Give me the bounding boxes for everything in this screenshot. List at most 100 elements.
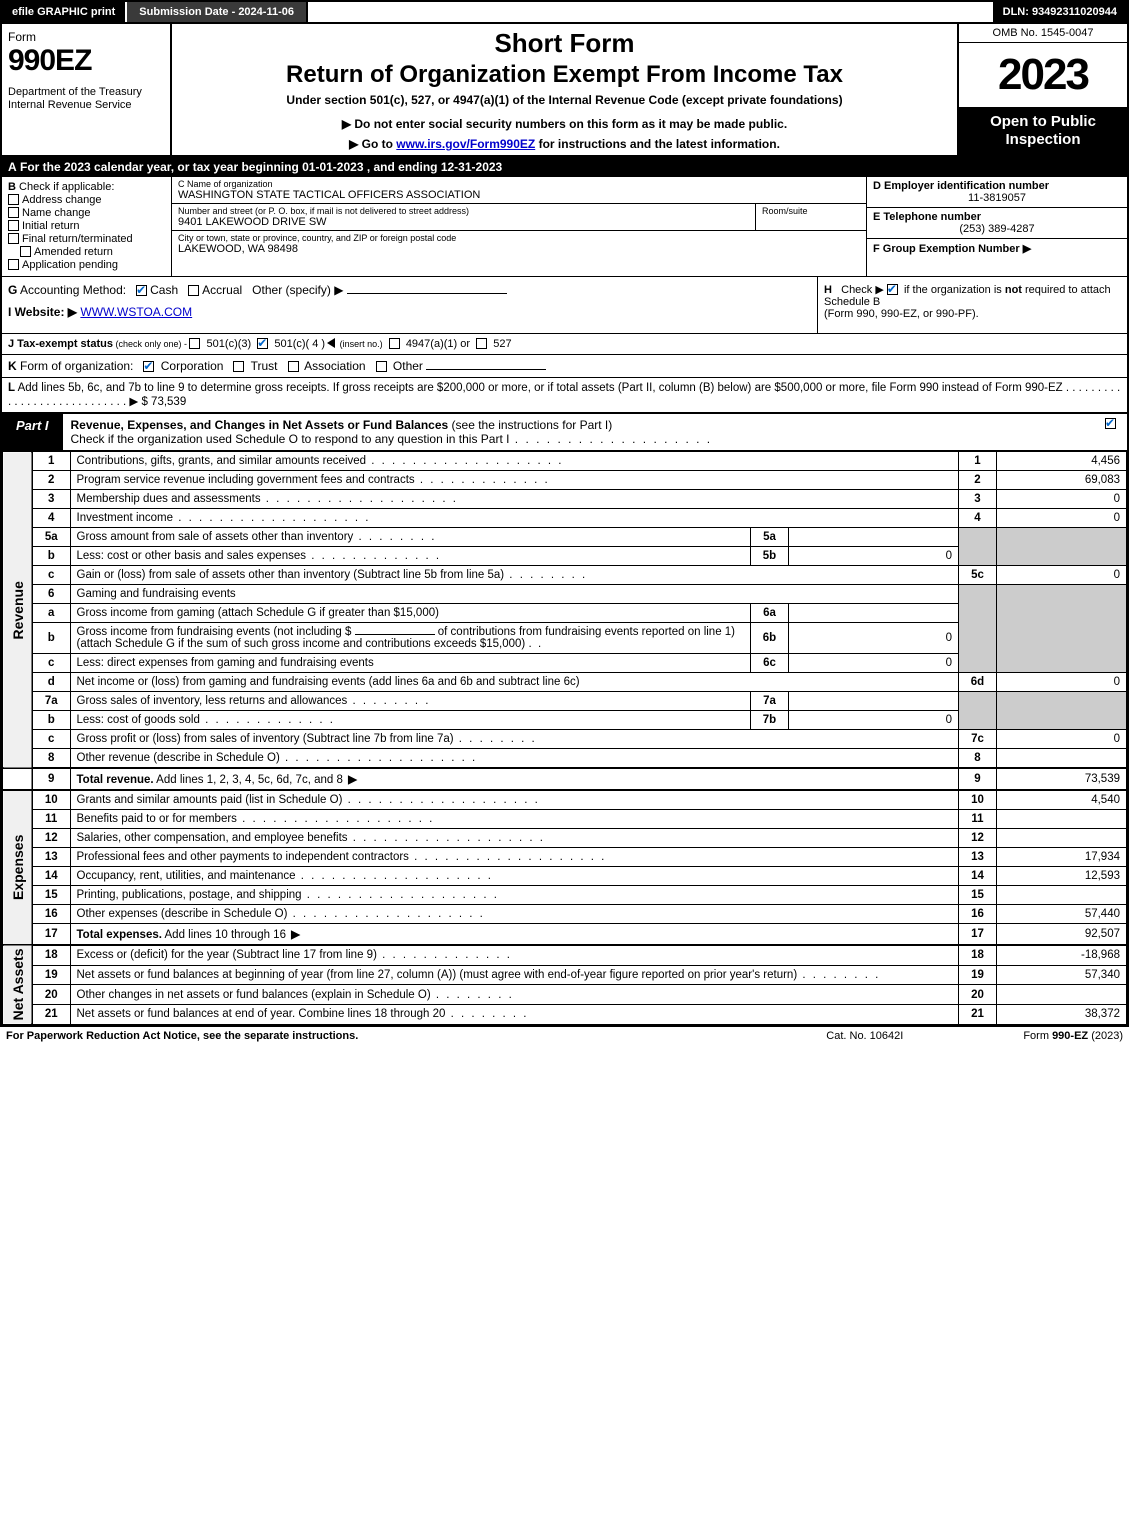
value-17: 92,507	[997, 924, 1127, 946]
form-page: efile GRAPHIC print Submission Date - 20…	[0, 0, 1129, 1027]
omb-number: OMB No. 1545-0047	[959, 24, 1127, 43]
cb-application-pending[interactable]: Application pending	[8, 259, 165, 271]
cb-initial-return[interactable]: Initial return	[8, 220, 165, 232]
6b-contrib-input[interactable]	[355, 634, 435, 635]
cb-address-change[interactable]: Address change	[8, 194, 165, 206]
cb-schedule-b[interactable]	[887, 284, 898, 295]
line-14: 14 Occupancy, rent, utilities, and maint…	[3, 867, 1127, 886]
part1-desc: Revenue, Expenses, and Changes in Net As…	[63, 414, 1097, 450]
header-left: Form 990EZ Department of the Treasury In…	[2, 24, 172, 155]
value-13: 17,934	[997, 848, 1127, 867]
cb-cash[interactable]	[136, 285, 147, 296]
line-20: 20 Other changes in net assets or fund b…	[3, 985, 1127, 1005]
part1-tab: Part I	[2, 414, 63, 450]
cb-4947[interactable]	[389, 338, 400, 349]
e-label: E Telephone number	[873, 211, 981, 223]
line-16: 16 Other expenses (describe in Schedule …	[3, 905, 1127, 924]
cb-name-change[interactable]: Name change	[8, 207, 165, 219]
d-cell: D Employer identification number 11-3819…	[867, 177, 1127, 208]
value-15	[997, 886, 1127, 905]
other-org-input[interactable]	[426, 369, 546, 370]
revenue-sidelabel: Revenue	[3, 452, 33, 769]
f-label: F Group Exemption Number ▶	[873, 243, 1031, 255]
value-8	[997, 749, 1127, 769]
form-number: 990EZ	[8, 44, 164, 78]
irs-link[interactable]: www.irs.gov/Form990EZ	[396, 137, 535, 151]
col-def: D Employer identification number 11-3819…	[867, 177, 1127, 276]
website-link[interactable]: WWW.WSTOA.COM	[80, 305, 192, 319]
c-room-cell: Room/suite	[756, 204, 866, 230]
cb-other-org[interactable]	[376, 361, 387, 372]
cb-corporation[interactable]	[143, 361, 154, 372]
cb-527[interactable]	[476, 338, 487, 349]
dept-label: Department of the Treasury Internal Reve…	[8, 86, 164, 112]
form-ref: Form 990-EZ (2023)	[1023, 1030, 1123, 1042]
line-9: 9 Total revenue. Add lines 1, 2, 3, 4, 5…	[3, 768, 1127, 790]
line-5b: b Less: cost or other basis and sales ex…	[3, 547, 1127, 566]
cb-accrual[interactable]	[188, 285, 199, 296]
insert-arrow-icon	[327, 338, 335, 348]
line-6: 6 Gaming and fundraising events	[3, 585, 1127, 604]
c-addr-cell: Number and street (or P. O. box, if mail…	[172, 204, 756, 230]
form-subtitle: Under section 501(c), 527, or 4947(a)(1)…	[180, 93, 949, 107]
row-k: K Form of organization: Corporation Trus…	[2, 355, 1127, 378]
value-1: 4,456	[997, 452, 1127, 471]
row-j: J Tax-exempt status (check only one) - 5…	[2, 334, 1127, 355]
line-7a: 7a Gross sales of inventory, less return…	[3, 692, 1127, 711]
tax-year: 2023	[959, 43, 1127, 107]
line-3: 3 Membership dues and assessments 3 0	[3, 490, 1127, 509]
netassets-sidelabel: Net Assets	[3, 945, 33, 1024]
cb-trust[interactable]	[233, 361, 244, 372]
line-2: 2 Program service revenue including gove…	[3, 471, 1127, 490]
cb-association[interactable]	[288, 361, 299, 372]
cb-amended-return[interactable]: Amended return	[20, 246, 165, 258]
paperwork-notice: For Paperwork Reduction Act Notice, see …	[6, 1030, 826, 1042]
line-6b: b Gross income from fundraising events (…	[3, 623, 1127, 654]
value-9: 73,539	[997, 768, 1127, 790]
other-method-input[interactable]	[347, 293, 507, 294]
row-ghi: G Accounting Method: Cash Accrual Other …	[2, 277, 1127, 334]
header-right: OMB No. 1545-0047 2023 Open to Public In…	[957, 24, 1127, 155]
value-19: 57,340	[997, 965, 1127, 985]
instructions-link-line: ▶ Go to www.irs.gov/Form990EZ for instru…	[180, 137, 949, 151]
cb-501c[interactable]	[257, 338, 268, 349]
value-6d: 0	[997, 673, 1127, 692]
line-17: 17 Total expenses. Add lines 10 through …	[3, 924, 1127, 946]
line-10: Expenses 10 Grants and similar amounts p…	[3, 790, 1127, 810]
submission-date: Submission Date - 2024-11-06	[127, 2, 308, 22]
line-18: Net Assets 18 Excess or (deficit) for th…	[3, 945, 1127, 965]
gross-receipts-value: 73,539	[151, 396, 186, 408]
value-6c: 0	[789, 654, 959, 673]
form-header: Form 990EZ Department of the Treasury In…	[2, 24, 1127, 157]
efile-print-button[interactable]: efile GRAPHIC print	[2, 2, 127, 22]
value-14: 12,593	[997, 867, 1127, 886]
value-11	[997, 810, 1127, 829]
col-c: C Name of organization WASHINGTON STATE …	[172, 177, 867, 276]
value-7a	[789, 692, 959, 711]
section-bcdef: B Check if applicable: Address change Na…	[2, 177, 1127, 277]
value-5c: 0	[997, 566, 1127, 585]
value-20	[997, 985, 1127, 1005]
line-5a: 5a Gross amount from sale of assets othe…	[3, 528, 1127, 547]
value-2: 69,083	[997, 471, 1127, 490]
cb-501c3[interactable]	[189, 338, 200, 349]
value-6b: 0	[789, 623, 959, 654]
value-7c: 0	[997, 730, 1127, 749]
part1-checkbox[interactable]	[1097, 414, 1127, 450]
topbar-spacer	[308, 2, 993, 22]
short-form-title: Short Form	[180, 28, 949, 59]
page-footer: For Paperwork Reduction Act Notice, see …	[0, 1027, 1129, 1045]
cb-final-return[interactable]: Final return/terminated	[8, 233, 165, 245]
ssn-warning: ▶ Do not enter social security numbers o…	[180, 117, 949, 131]
cat-no: Cat. No. 10642I	[826, 1030, 903, 1042]
c-addr-label: Number and street (or P. O. box, if mail…	[178, 206, 749, 216]
part1-table: Revenue 1 Contributions, gifts, grants, …	[2, 451, 1127, 1025]
value-7b: 0	[789, 711, 959, 730]
open-inspection: Open to Public Inspection	[959, 107, 1127, 155]
value-12	[997, 829, 1127, 848]
line-6a: a Gross income from gaming (attach Sched…	[3, 604, 1127, 623]
line-7b: b Less: cost of goods sold 7b 0	[3, 711, 1127, 730]
line-7c: c Gross profit or (loss) from sales of i…	[3, 730, 1127, 749]
b-label: Check if applicable:	[19, 181, 114, 193]
line-11: 11 Benefits paid to or for members 11	[3, 810, 1127, 829]
